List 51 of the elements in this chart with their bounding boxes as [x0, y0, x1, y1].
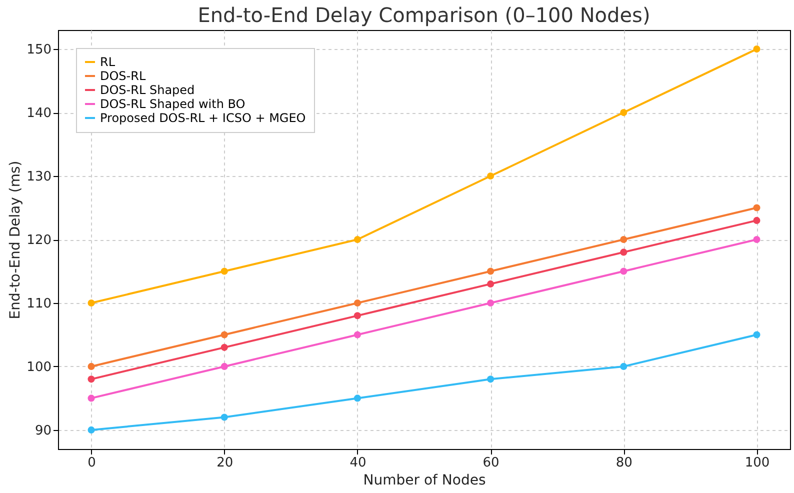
- legend-label: DOS-RL Shaped: [100, 83, 195, 97]
- point: [753, 46, 760, 53]
- point: [487, 299, 494, 307]
- chart-title: End-to-End Delay Comparison (0–100 Nodes): [198, 3, 650, 27]
- x-tick-label: 20: [216, 456, 234, 470]
- point: [487, 172, 494, 180]
- y-tick-label: 90: [34, 423, 52, 438]
- legend-label: Proposed DOS-RL + ICSO + MGEO: [100, 111, 306, 125]
- point: [354, 312, 361, 320]
- point: [220, 268, 228, 275]
- point: [88, 426, 95, 434]
- y-axis-title: End-to-End Delay (ms): [8, 160, 24, 320]
- point: [354, 331, 361, 338]
- point: [88, 299, 95, 307]
- point: [220, 344, 228, 351]
- y-tick-label: 150: [26, 42, 52, 58]
- point: [620, 109, 628, 116]
- point: [88, 362, 95, 370]
- point: [620, 268, 628, 275]
- x-axis-title: Number of Nodes: [363, 472, 486, 488]
- legend-label: RL: [100, 55, 116, 69]
- point: [753, 331, 760, 338]
- x-tick-label: 0: [88, 456, 96, 470]
- y-tick-label: 120: [26, 233, 52, 248]
- y-tick-label: 140: [26, 106, 52, 122]
- x-tick-label: 100: [744, 456, 770, 470]
- legend-label: DOS-RL: [100, 69, 146, 83]
- y-tick-label: 100: [26, 360, 52, 375]
- point: [220, 414, 228, 421]
- x-tick-label: 80: [616, 456, 632, 470]
- point: [487, 280, 494, 288]
- point: [354, 394, 361, 402]
- point: [487, 268, 494, 275]
- y-tick-label: 130: [26, 170, 52, 185]
- x-tick-label: 40: [350, 456, 366, 470]
- y-tick-label: 110: [26, 296, 52, 312]
- point: [753, 216, 760, 224]
- legend-label: DOS-RL Shaped with BO: [100, 97, 246, 111]
- point: [620, 362, 628, 370]
- point: [620, 236, 628, 244]
- point: [88, 376, 95, 383]
- x-tick-label: 60: [482, 456, 500, 470]
- point: [220, 362, 228, 370]
- point: [354, 299, 361, 307]
- point: [220, 331, 228, 338]
- point: [753, 204, 760, 212]
- point: [487, 376, 494, 383]
- point: [620, 248, 628, 256]
- point: [88, 394, 95, 402]
- point: [354, 236, 361, 244]
- point: [753, 236, 760, 244]
